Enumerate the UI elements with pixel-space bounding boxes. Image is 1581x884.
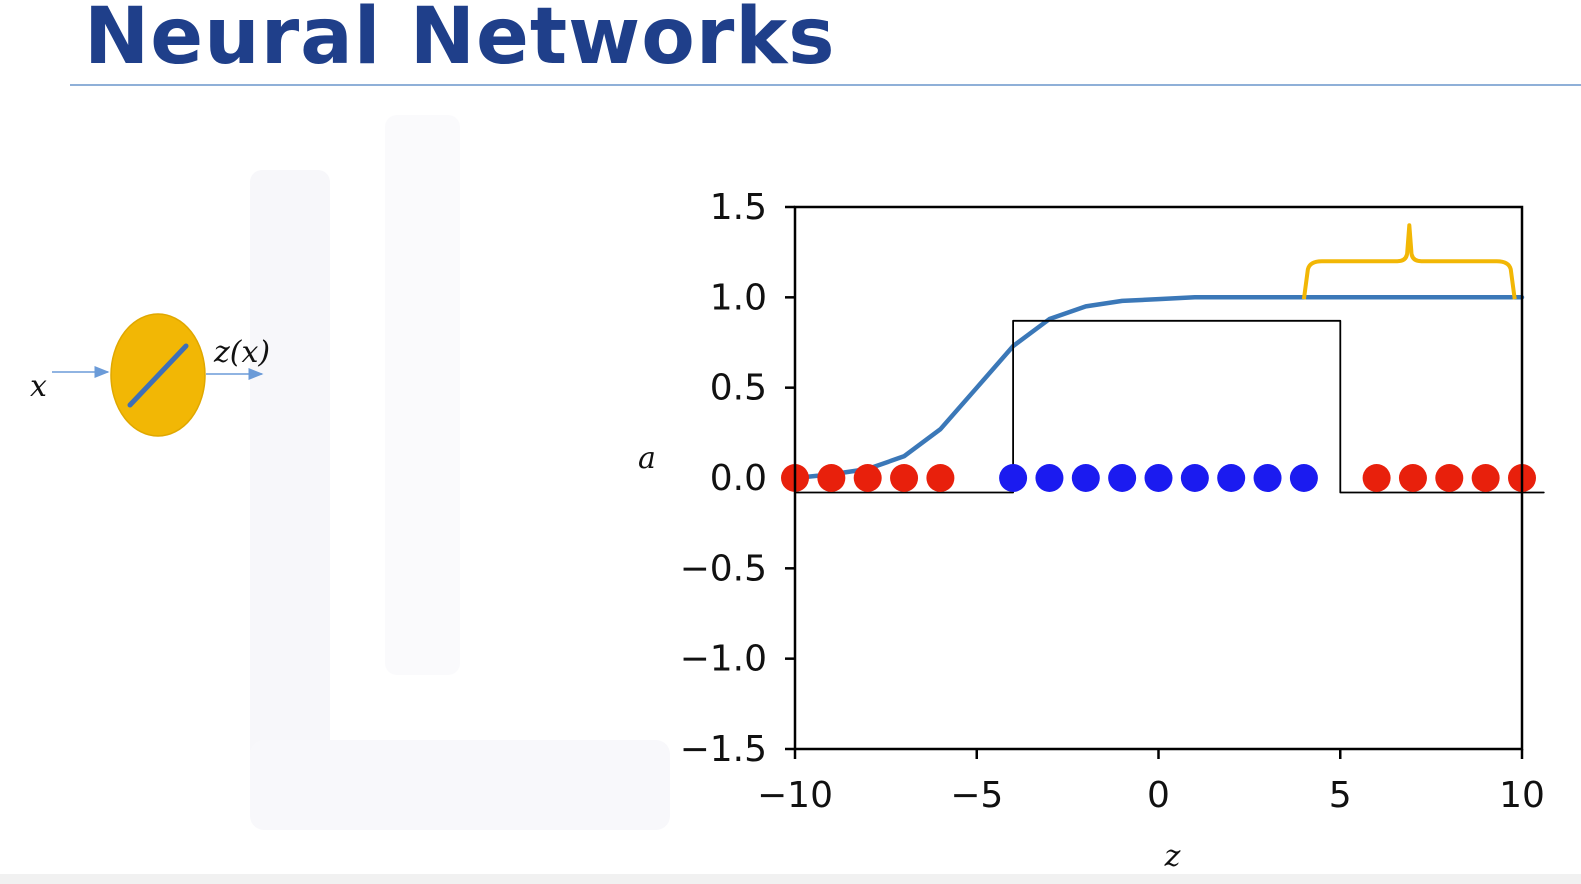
blue-data-point: [1289, 464, 1318, 492]
input-label: x: [30, 369, 47, 404]
axis-ticks: 1.5 1.0 0.5 0.0 −0.5 −1.0 −1.5 −10 −5 0 5 10: [680, 187, 1545, 816]
red-data-point: [853, 464, 882, 492]
y-axis-label: a: [638, 441, 656, 476]
red-data-point: [1398, 464, 1427, 492]
y-tick-label: −1.0: [680, 639, 767, 680]
red-data-point: [817, 464, 846, 492]
blue-data-point: [1071, 464, 1100, 492]
blue-data-point: [1253, 464, 1282, 492]
title-underline: [70, 84, 1581, 86]
chart-points: [781, 464, 1536, 492]
red-data-point: [1362, 464, 1391, 492]
red-data-point: [1435, 464, 1464, 492]
background-ghost-shape: [250, 740, 670, 830]
y-tick-label: −1.5: [680, 729, 767, 770]
brace-annotation: [1301, 223, 1517, 300]
y-tick-label: −0.5: [680, 548, 767, 589]
neuron-diagram: x z(x): [30, 313, 270, 437]
x-tick-label: 5: [1329, 775, 1352, 816]
x-tick-label: 0: [1147, 775, 1170, 816]
y-tick-label: 1.0: [710, 277, 767, 318]
blue-data-point: [1217, 464, 1246, 492]
slide-title: Neural Networks: [84, 0, 836, 82]
blue-data-point: [1108, 464, 1137, 492]
y-tick-label: 0.0: [710, 458, 767, 499]
background-ghost-shape: [385, 115, 460, 675]
step-function: [794, 319, 1545, 494]
output-label: z(x): [213, 335, 270, 370]
red-data-point: [1471, 464, 1500, 492]
red-data-point: [890, 464, 919, 492]
blue-data-point: [999, 464, 1028, 492]
x-axis-label: z: [1164, 839, 1181, 874]
x-tick-label: 10: [1499, 775, 1545, 816]
chart-series: [792, 295, 1545, 494]
x-tick-label: −10: [757, 775, 833, 816]
chart-annotations: [1301, 223, 1517, 300]
blue-data-point: [1144, 464, 1173, 492]
y-tick-label: 0.5: [710, 368, 767, 409]
red-data-point: [926, 464, 955, 492]
footer-strip: [0, 874, 1581, 884]
blue-data-point: [1035, 464, 1064, 492]
background-ghost-shape: [250, 170, 330, 780]
sigmoid-curve: [792, 295, 1525, 481]
y-tick-label: 1.5: [710, 187, 767, 228]
blue-data-point: [1180, 464, 1209, 492]
plot-frame: [793, 205, 1524, 751]
x-tick-label: −5: [950, 775, 1003, 816]
linear-function-icon: [127, 343, 189, 408]
